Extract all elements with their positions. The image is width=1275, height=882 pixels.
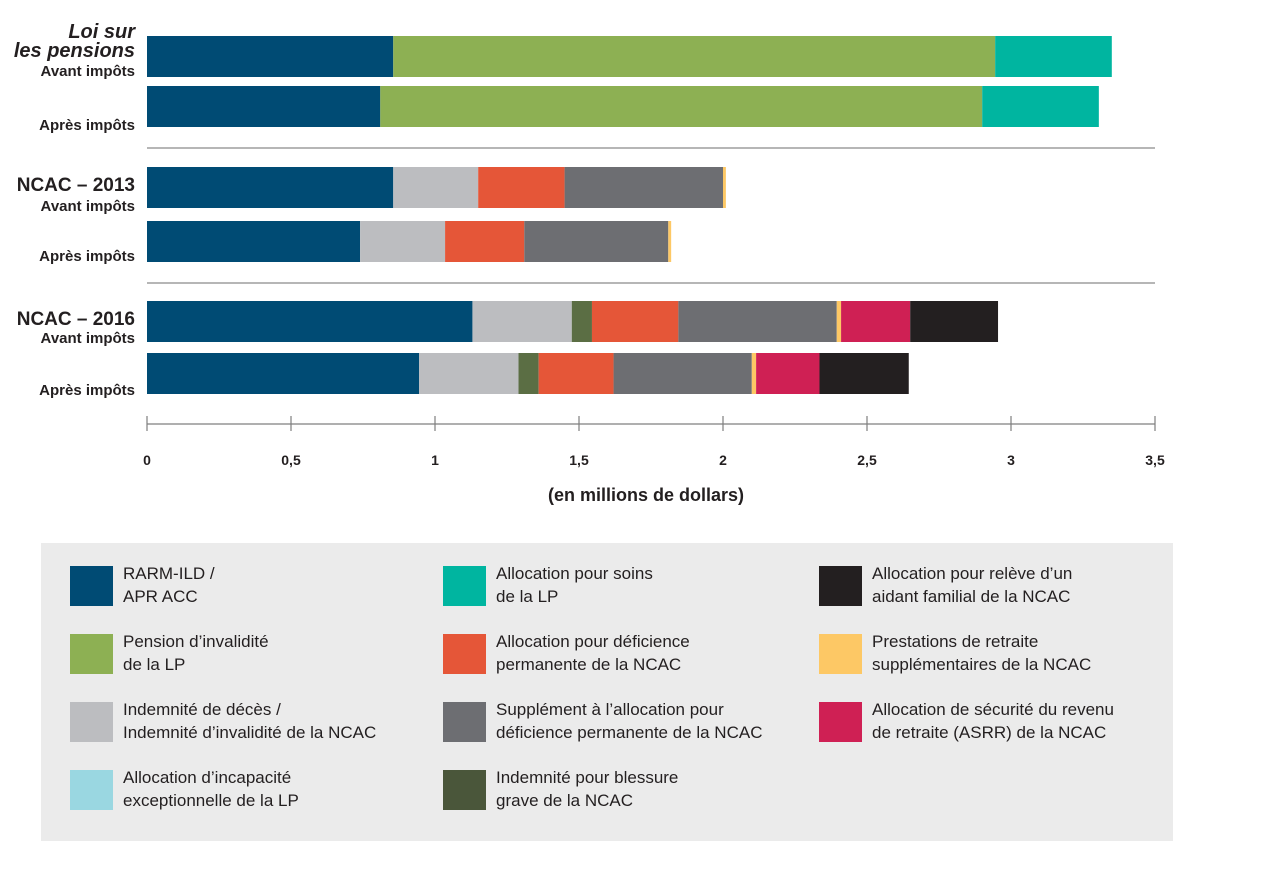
bar-segment — [995, 36, 1112, 77]
legend-swatch — [819, 634, 862, 674]
x-tick-label: 3 — [1007, 452, 1015, 468]
x-tick-label: 2 — [719, 452, 727, 468]
legend-item: Prestations de retraite supplémentaires … — [819, 632, 1091, 676]
bar-segment — [751, 353, 757, 394]
legend-label: RARM-ILD / APR ACC — [123, 564, 215, 606]
legend-swatch — [819, 702, 862, 742]
legend-item: Indemnité pour blessure grave de la NCAC — [443, 768, 678, 812]
x-tick-label: 1,5 — [569, 452, 589, 468]
bar-segment — [472, 301, 572, 342]
legend-item: Pension d’invalidité de la LP — [70, 632, 269, 676]
legend-item: Allocation de sécurité du revenu de retr… — [819, 700, 1114, 744]
legend-swatch — [70, 702, 113, 742]
bar-segment — [982, 86, 1099, 127]
legend-label: Prestations de retraite supplémentaires … — [872, 632, 1092, 674]
bar-segment — [538, 353, 614, 394]
x-tick-label: 2,5 — [857, 452, 877, 468]
bar-segment — [419, 353, 519, 394]
legend-label: Supplément à l’allocation pour déficienc… — [496, 700, 763, 742]
legend-label: Pension d’invalidité de la LP — [123, 632, 269, 674]
group-title: NCAC – 2013 — [17, 175, 135, 196]
legend-item: Supplément à l’allocation pour déficienc… — [443, 700, 762, 744]
legend: RARM-ILD / APR ACC Pension d’invalidité … — [41, 543, 1173, 841]
bar-segment — [147, 353, 420, 394]
bar-segment — [841, 301, 911, 342]
bar-segment — [518, 353, 539, 394]
bar-segment — [571, 301, 592, 342]
legend-swatch — [443, 702, 486, 742]
group-title: NCAC – 2016 — [17, 309, 135, 330]
bar-segment — [678, 301, 837, 342]
bar-segment — [564, 167, 723, 208]
x-tick-label: 0,5 — [281, 452, 301, 468]
legend-swatch — [70, 770, 113, 810]
x-tick-label: 3,5 — [1145, 452, 1165, 468]
x-axis-label: (en millions de dollars) — [548, 485, 744, 505]
legend-item: RARM-ILD / APR ACC — [70, 564, 215, 608]
bar-segment — [613, 353, 752, 394]
legend-item: Allocation d’incapacité exceptionnelle d… — [70, 768, 299, 812]
bar-label: Après impôts — [39, 117, 135, 134]
bar-label: Avant impôts — [41, 198, 135, 215]
legend-swatch — [443, 566, 486, 606]
bar-segment — [756, 353, 820, 394]
bar-segment — [147, 167, 394, 208]
legend-item: Allocation pour relève d’un aidant famil… — [819, 564, 1072, 608]
bar-label: Après impôts — [39, 382, 135, 399]
legend-item: Allocation pour déficience permanente de… — [443, 632, 690, 676]
x-tick-label: 1 — [431, 452, 439, 468]
bar-segment — [393, 167, 479, 208]
legend-swatch — [819, 566, 862, 606]
bar-segment — [478, 167, 565, 208]
bar-segment — [147, 36, 394, 77]
bar-segment — [723, 167, 726, 208]
legend-item: Indemnité de décès / Indemnité d’invalid… — [70, 700, 376, 744]
bar-segment — [591, 301, 679, 342]
legend-swatch — [70, 634, 113, 674]
legend-swatch — [70, 566, 113, 606]
legend-swatch — [443, 634, 486, 674]
bar-segment — [147, 301, 473, 342]
bar-segment — [819, 353, 909, 394]
legend-label: Allocation pour déficience permanente de… — [496, 632, 690, 674]
legend-label: Allocation pour soins de la LP — [496, 564, 653, 606]
bar-segment — [147, 86, 381, 127]
legend-label: Allocation de sécurité du revenu de retr… — [872, 700, 1114, 742]
bar-segment — [380, 86, 983, 127]
legend-label: Allocation pour relève d’un aidant famil… — [872, 564, 1073, 606]
bar-label: Avant impôts — [41, 330, 135, 347]
legend-label: Allocation d’incapacité exceptionnelle d… — [123, 768, 299, 810]
legend-label: Indemnité pour blessure grave de la NCAC — [496, 768, 679, 810]
bar-segment — [524, 221, 669, 262]
x-tick-label: 0 — [143, 452, 151, 468]
bar-segment — [147, 221, 361, 262]
bar-segment — [445, 221, 525, 262]
bar-segment — [360, 221, 446, 262]
group-title: Loi sur — [68, 21, 136, 43]
bar-segment — [910, 301, 999, 342]
legend-label: Indemnité de décès / Indemnité d’invalid… — [123, 700, 377, 742]
bar-label: Après impôts — [39, 248, 135, 265]
bar-segment — [836, 301, 842, 342]
bar-label: Avant impôts — [41, 63, 135, 80]
group-title: les pensions — [14, 40, 135, 62]
legend-swatch — [443, 770, 486, 810]
bar-segment — [668, 221, 672, 262]
bar-segment — [393, 36, 996, 77]
legend-item: Allocation pour soins de la LP — [443, 564, 653, 608]
